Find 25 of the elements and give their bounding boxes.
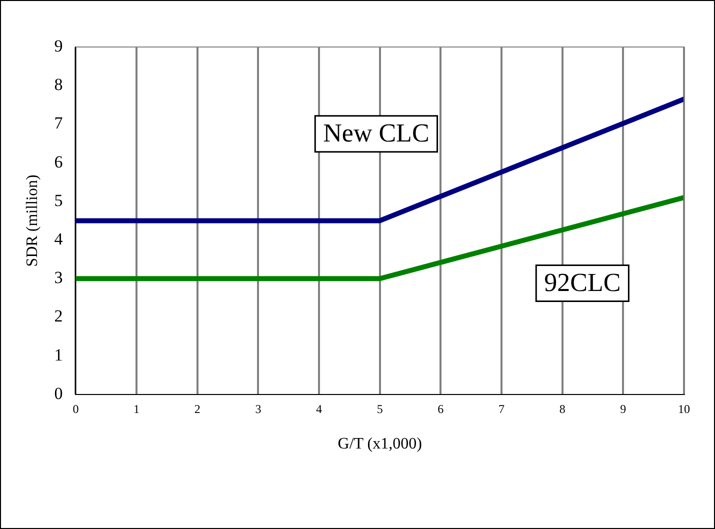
series-label: 92CLC	[544, 268, 621, 298]
x-tick-label: 2	[194, 402, 200, 416]
x-tick-label: 8	[559, 402, 566, 416]
y-tick-label: 6	[54, 152, 63, 172]
y-tick-label: 8	[54, 75, 63, 94]
y-tick-label: 7	[54, 114, 64, 133]
x-tick-label: 7	[498, 402, 505, 416]
x-tick-label: 9	[620, 402, 626, 416]
x-tick-label: 6	[438, 402, 444, 416]
x-tick-label: 1	[134, 402, 140, 416]
x-tick-label: 4	[316, 402, 322, 416]
x-tick-label: 3	[255, 402, 262, 416]
y-tick-label: 1	[54, 345, 63, 364]
y-axis-title: SDR (million)	[24, 174, 41, 267]
x-tick-label: 0	[72, 402, 79, 416]
series-label: New CLC	[323, 118, 430, 148]
y-tick-label: 4	[54, 229, 64, 248]
x-axis-title: G/T (x1,000)	[338, 436, 422, 453]
y-tick-label: 0	[54, 384, 63, 403]
y-tick-label: 3	[54, 268, 63, 288]
y-tick-label: 5	[54, 190, 63, 210]
x-tick-label: 5	[376, 402, 383, 416]
x-tick-label: 10	[678, 402, 690, 416]
y-tick-label: 2	[54, 306, 63, 326]
y-tick-label: 9	[54, 36, 63, 56]
